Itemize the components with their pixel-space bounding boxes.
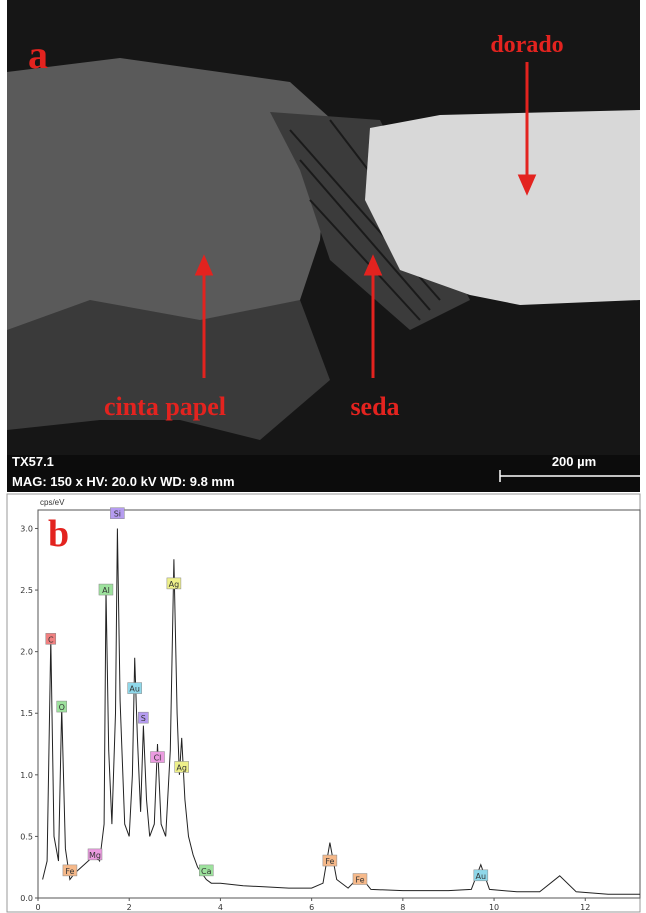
page: {"image": {"panel_label": "a", "annotati…	[0, 0, 646, 913]
x-tick-label: 10	[489, 903, 499, 912]
peak-label: C	[48, 635, 54, 644]
peak-label: Mg	[89, 851, 101, 860]
y-tick-label: 2.0	[20, 648, 33, 657]
y-tick-label: 3.0	[20, 524, 33, 533]
annotation: cinta papel	[104, 392, 226, 421]
peak-label: Al	[102, 586, 110, 595]
x-tick-label: 4	[218, 903, 223, 912]
sample-id: TX57.1	[12, 454, 54, 469]
peak-label: Fe	[65, 867, 74, 876]
panel-label: b	[48, 513, 69, 555]
panel-label: a	[28, 32, 48, 77]
peak-label: Au	[476, 872, 487, 881]
peak-label: O	[59, 703, 65, 712]
y-tick-label: 0.0	[20, 894, 33, 903]
x-tick-label: 8	[400, 903, 405, 912]
micrograph: a dorado cinta papel seda TX57.1 MAG: 15…	[7, 0, 640, 492]
annotation: dorado	[490, 32, 563, 58]
x-tick-label: 12	[580, 903, 590, 912]
peak-label: Fe	[325, 857, 334, 866]
annotation: seda	[350, 392, 399, 421]
y-tick-label: 2.5	[20, 586, 33, 595]
x-tick-label: 0	[35, 903, 40, 912]
y-tick-label: 1.5	[20, 709, 33, 718]
imaging-params: MAG: 150 x HV: 20.0 kV WD: 9.8 mm	[12, 474, 235, 489]
peak-label: Si	[114, 510, 121, 519]
peak-label: Au	[129, 685, 140, 694]
y-tick-label: 0.5	[20, 832, 33, 841]
peak-label: Ca	[201, 867, 212, 876]
y-axis-label: cps/eV	[40, 498, 65, 507]
peak-label: S	[141, 714, 146, 723]
figure: a dorado cinta papel seda TX57.1 MAG: 15…	[0, 0, 646, 913]
scale-bar-label: 200 µm	[552, 454, 596, 469]
peak-label: Ag	[169, 580, 180, 589]
y-tick-label: 1.0	[20, 771, 33, 780]
x-tick-label: 2	[127, 903, 132, 912]
peak-label: Fe	[355, 876, 364, 885]
x-tick-label: 6	[309, 903, 314, 912]
peak-label: Ag	[176, 763, 187, 772]
peak-label: Cl	[154, 754, 162, 763]
